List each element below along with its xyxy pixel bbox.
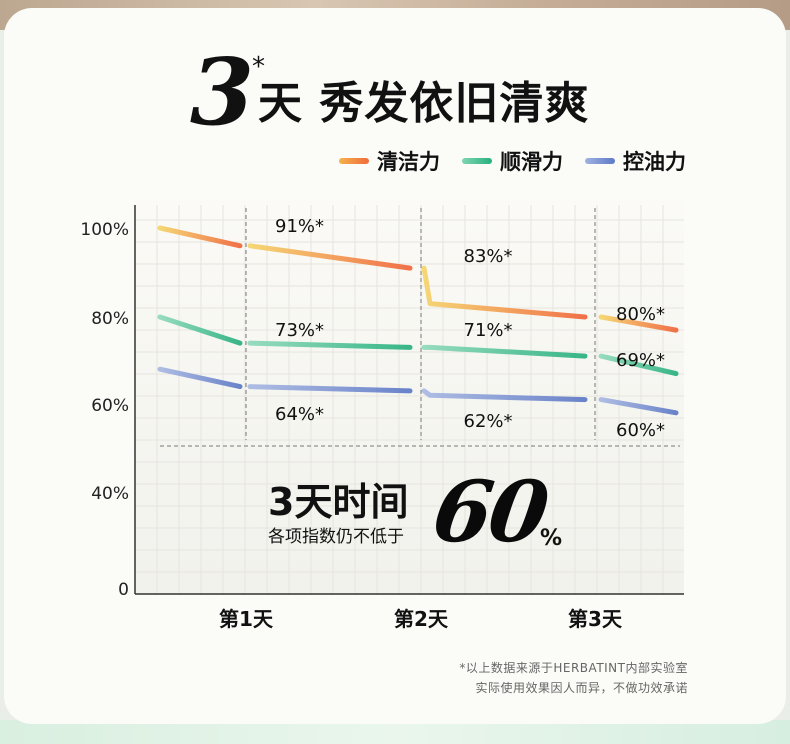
legend-label: 控油力	[623, 150, 686, 174]
chart-axes: 0 40% 60% 80% 100% 第1天 第2天 第3天	[80, 205, 684, 631]
callout-subtitle: 各项指数仍不低于	[268, 527, 404, 547]
y-tick-label: 80%	[91, 309, 129, 329]
data-label: 83%*	[464, 246, 513, 267]
y-tick-label: 0	[118, 580, 129, 600]
x-tick-label: 第3天	[568, 607, 623, 631]
chart-grid	[135, 205, 684, 594]
callout-percent: %	[540, 526, 563, 551]
headline-title: 天 秀发依旧清爽	[258, 78, 590, 129]
chart-legend: 清洁力 顺滑力 控油力	[339, 146, 686, 176]
callout-title: 3天时间	[268, 480, 409, 524]
plot-background	[135, 200, 684, 594]
chart-data-labels: 91%* 83%* 80%* 73%* 71%* 69%* 64%* 62%* 60%*	[275, 216, 665, 441]
series-line-segment	[598, 397, 679, 416]
series-line-segment	[247, 340, 413, 350]
series-line-segment	[247, 384, 413, 394]
y-tick-label: 40%	[91, 484, 129, 504]
series-line-segment	[157, 225, 243, 249]
legend-swatch-smoothness	[462, 158, 492, 164]
y-tick-label: 60%	[91, 396, 129, 416]
data-label: 69%*	[616, 350, 665, 371]
footnote-line-1: *以上数据来源于HERBATINT内部实验室	[459, 661, 688, 675]
y-tick-label: 100%	[80, 220, 129, 240]
data-label: 60%*	[616, 420, 665, 441]
legend-swatch-oil-control	[585, 158, 615, 164]
legend-item-smoothness: 顺滑力	[462, 146, 563, 176]
data-label: 62%*	[464, 411, 513, 432]
data-label: 73%*	[275, 320, 324, 341]
callout-number: 60	[427, 462, 552, 561]
plot-area	[135, 200, 684, 594]
bottom-background-strip	[0, 720, 790, 744]
headline-star: *	[252, 52, 265, 82]
legend-label: 顺滑力	[500, 150, 563, 174]
series-line-segment	[421, 388, 588, 403]
series-line-segment	[157, 366, 243, 390]
series-line-segment	[598, 353, 679, 377]
footnote: *以上数据来源于HERBATINT内部实验室 实际使用效果因人而异，不做功效承诺	[459, 658, 688, 698]
series-line-segment	[421, 344, 588, 359]
chart-series	[157, 225, 679, 416]
legend-label: 清洁力	[377, 150, 440, 174]
series-line-segment	[598, 314, 679, 333]
data-label: 71%*	[464, 320, 513, 341]
headline-number-wrap: 3 *	[190, 38, 265, 146]
data-label: 64%*	[275, 404, 324, 425]
footnote-line-2: 实际使用效果因人而异，不做功效承诺	[475, 681, 688, 695]
legend-item-cleansing: 清洁力	[339, 146, 440, 176]
legend-item-oil-control: 控油力	[585, 146, 686, 176]
data-label: 80%*	[616, 304, 665, 325]
x-tick-label: 第2天	[394, 607, 449, 631]
series-line-segment	[421, 265, 588, 320]
series-line-segment	[157, 314, 243, 346]
data-label: 91%*	[275, 216, 324, 237]
headline: 3 * 天 秀发依旧清爽	[190, 38, 590, 146]
series-line-segment	[247, 243, 413, 271]
x-tick-label: 第1天	[219, 607, 274, 631]
legend-swatch-cleansing	[339, 158, 369, 164]
